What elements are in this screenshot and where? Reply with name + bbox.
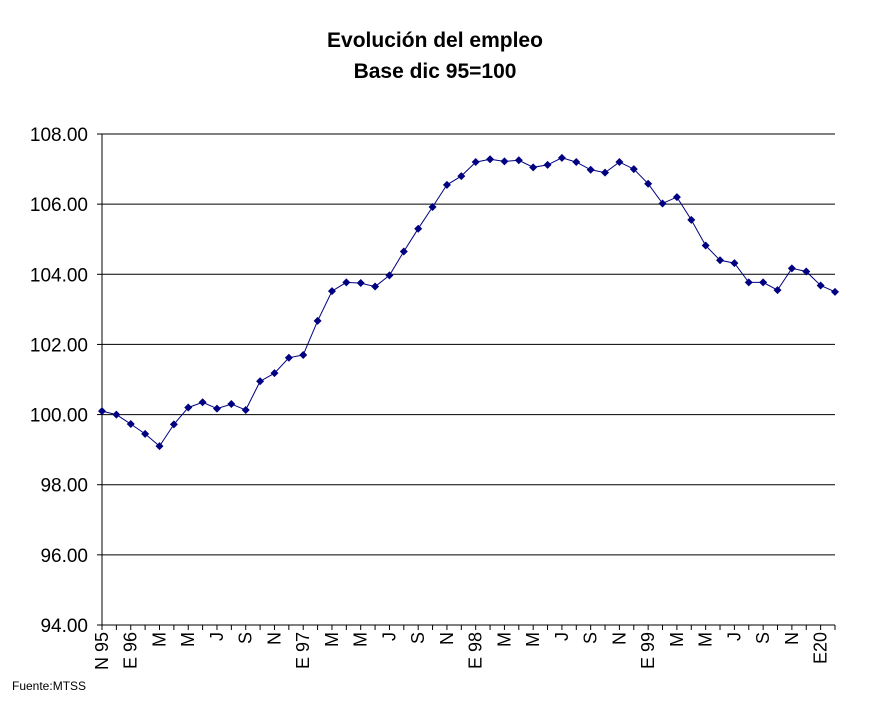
x-tick-label: S	[581, 632, 601, 644]
data-point	[241, 406, 250, 415]
data-point	[543, 160, 552, 169]
y-tick-label: 96.00	[40, 546, 88, 567]
data-point	[601, 168, 610, 177]
y-tick-label: 104.00	[30, 265, 88, 286]
data-point	[184, 403, 193, 412]
data-point	[802, 267, 811, 276]
data-point	[486, 155, 495, 164]
data-point	[385, 271, 394, 280]
data-point	[342, 278, 351, 287]
data-point	[586, 165, 595, 174]
data-point	[399, 247, 408, 256]
y-tick-label: 108.00	[30, 125, 88, 146]
y-tick-label: 106.00	[30, 195, 88, 216]
y-tick-label: 94.00	[40, 616, 88, 637]
data-point	[256, 377, 265, 386]
x-tick-label: M	[351, 632, 371, 647]
data-point	[644, 179, 653, 188]
data-point	[572, 158, 581, 167]
x-tick-label: J	[552, 632, 572, 641]
x-tick-label: J	[724, 632, 744, 641]
data-point	[787, 264, 796, 273]
x-tick-label: S	[236, 632, 256, 644]
x-tick-label: E 97	[293, 632, 313, 669]
data-point	[299, 350, 308, 359]
x-tick-label: S	[753, 632, 773, 644]
y-tick-label: 102.00	[30, 335, 88, 356]
x-tick-label: M	[178, 632, 198, 647]
x-tick-label: M	[696, 632, 716, 647]
x-tick-label: M	[523, 632, 543, 647]
data-point	[313, 316, 322, 325]
data-point	[615, 158, 624, 167]
x-tick-label: E 96	[121, 632, 141, 669]
data-point	[759, 278, 768, 287]
data-point	[500, 157, 509, 166]
data-point	[514, 156, 523, 165]
data-point	[730, 259, 739, 268]
data-point	[658, 199, 667, 208]
x-tick-label: J	[379, 632, 399, 641]
x-tick-label: N 95	[92, 632, 112, 670]
axes	[97, 133, 836, 630]
data-point	[270, 369, 279, 378]
chart-subtitle: Base dic 95=100	[353, 60, 517, 83]
data-point	[744, 278, 753, 287]
x-tick-label: S	[408, 632, 428, 644]
data-point	[169, 420, 178, 429]
data-point	[428, 202, 437, 211]
chart-title: Evolución del empleo	[327, 29, 543, 52]
x-tick-label: N	[264, 632, 284, 645]
data-point	[529, 163, 538, 172]
x-tick-label: N	[437, 632, 457, 645]
data-point	[701, 241, 710, 250]
data-point	[414, 224, 423, 233]
x-tick-labels: N 95 E 96 M M J S N E 97 M M J S N E 98 M M J S N E 99 M M J S N…	[92, 632, 831, 670]
data-point	[629, 165, 638, 174]
x-tick-label: N	[782, 632, 802, 645]
data-point	[327, 287, 336, 296]
x-tick-label: E 99	[638, 632, 658, 669]
data-point	[831, 287, 839, 296]
series-line-layer	[101, 157, 836, 447]
source-note: Fuente:MTSS	[12, 679, 87, 693]
x-tick-label: M	[322, 632, 342, 647]
data-point	[471, 158, 480, 167]
x-tick-label: M	[149, 632, 169, 647]
data-point	[816, 281, 825, 290]
x-tick-label: N	[609, 632, 629, 645]
y-tick-label: 100.00	[30, 406, 88, 427]
data-point	[773, 286, 782, 295]
data-point	[284, 353, 293, 362]
data-point	[98, 407, 106, 416]
data-point	[687, 215, 696, 224]
data-point	[126, 420, 135, 429]
x-tick-label: M	[494, 632, 514, 647]
data-point	[356, 279, 365, 288]
y-tick-label: 98.00	[40, 476, 88, 497]
data-point	[442, 180, 451, 189]
x-tick-label: E 98	[466, 632, 486, 669]
x-tick-label: J	[207, 632, 227, 641]
data-point	[112, 410, 121, 419]
data-points	[98, 153, 839, 451]
series-line	[101, 157, 836, 447]
data-point	[141, 429, 150, 438]
x-tick-label: M	[667, 632, 687, 647]
data-point	[155, 442, 164, 451]
data-point	[227, 400, 236, 409]
y-tick-labels: 94.00 96.00 98.00 100.00 102.00 104.00 106.00 1…	[30, 125, 88, 637]
data-point	[716, 256, 725, 265]
data-point	[557, 153, 566, 162]
data-point	[198, 398, 207, 407]
gridlines	[102, 133, 835, 556]
x-tick-label: E20	[811, 632, 831, 664]
data-point	[672, 193, 681, 202]
data-point	[371, 282, 380, 291]
data-point	[212, 404, 221, 413]
data-point	[457, 172, 466, 181]
